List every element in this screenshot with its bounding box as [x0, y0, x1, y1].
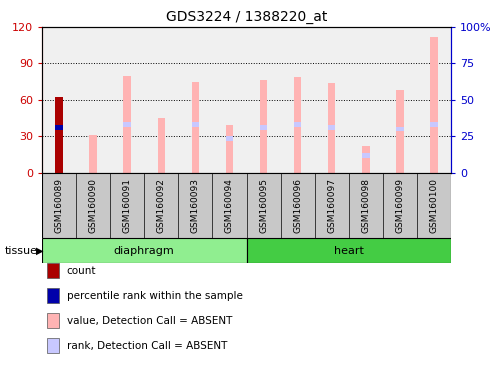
- Bar: [294, 122, 301, 127]
- Text: tissue: tissue: [5, 245, 38, 256]
- Bar: [396, 90, 404, 173]
- Text: GSM160098: GSM160098: [361, 178, 370, 233]
- Bar: [396, 127, 404, 131]
- Text: GSM160089: GSM160089: [54, 178, 64, 233]
- Text: rank, Detection Call = ABSENT: rank, Detection Call = ABSENT: [67, 341, 227, 351]
- Text: GSM160091: GSM160091: [123, 178, 132, 233]
- Bar: [362, 146, 370, 173]
- Bar: [55, 125, 63, 130]
- Text: GSM160090: GSM160090: [89, 178, 98, 233]
- Bar: [89, 135, 97, 173]
- Bar: [226, 125, 233, 173]
- Text: GSM160100: GSM160100: [429, 178, 439, 233]
- Bar: [430, 122, 438, 127]
- Text: count: count: [67, 266, 96, 276]
- Bar: [294, 77, 301, 173]
- Bar: [55, 98, 63, 173]
- Bar: [192, 122, 199, 127]
- Title: GDS3224 / 1388220_at: GDS3224 / 1388220_at: [166, 10, 327, 25]
- Bar: [362, 153, 370, 158]
- Text: percentile rank within the sample: percentile rank within the sample: [67, 291, 243, 301]
- Bar: [260, 80, 267, 173]
- Text: value, Detection Call = ABSENT: value, Detection Call = ABSENT: [67, 316, 232, 326]
- Text: GSM160092: GSM160092: [157, 178, 166, 233]
- Bar: [260, 125, 267, 130]
- Bar: [226, 136, 233, 141]
- Text: GSM160095: GSM160095: [259, 178, 268, 233]
- Text: GSM160097: GSM160097: [327, 178, 336, 233]
- Text: GSM160096: GSM160096: [293, 178, 302, 233]
- Bar: [430, 36, 438, 173]
- Bar: [123, 122, 131, 127]
- Text: heart: heart: [334, 245, 364, 256]
- Bar: [157, 118, 165, 173]
- Bar: [328, 125, 336, 130]
- Bar: [246, 238, 451, 263]
- Text: GSM160094: GSM160094: [225, 178, 234, 233]
- Bar: [192, 81, 199, 173]
- Text: ▶: ▶: [36, 245, 43, 256]
- Bar: [42, 238, 246, 263]
- Text: diaphragm: diaphragm: [114, 245, 175, 256]
- Text: GSM160093: GSM160093: [191, 178, 200, 233]
- Bar: [123, 76, 131, 173]
- Text: GSM160099: GSM160099: [395, 178, 404, 233]
- Bar: [328, 83, 336, 173]
- Bar: [55, 125, 63, 130]
